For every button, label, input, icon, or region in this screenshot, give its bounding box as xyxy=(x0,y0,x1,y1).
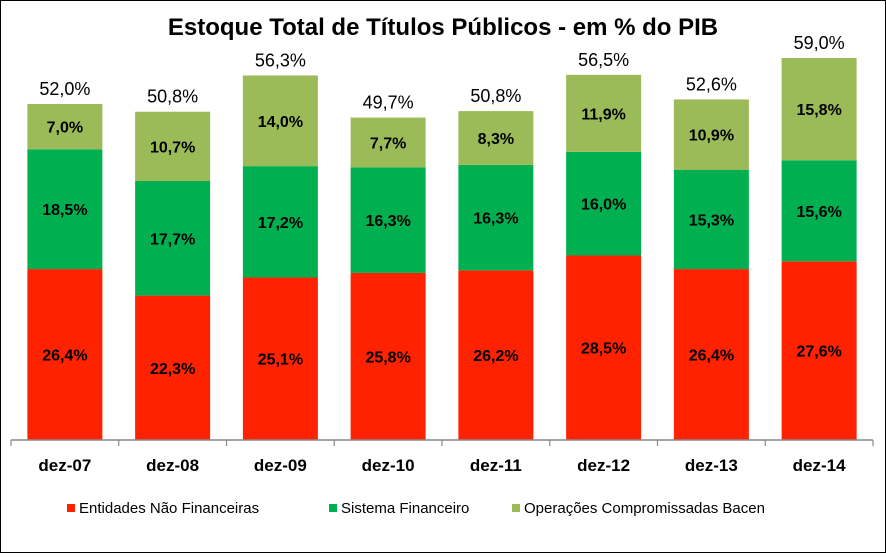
bar-dez-08-series-1 xyxy=(135,181,211,296)
data-label: 10,7% xyxy=(150,139,195,156)
legend-swatch xyxy=(329,504,337,512)
legend-swatch xyxy=(67,504,75,512)
x-tick-label: dez-11 xyxy=(470,456,522,475)
bar-dez-12-series-2 xyxy=(566,74,642,152)
bar-dez-14-series-0 xyxy=(781,261,857,440)
bar-dez-07-series-0 xyxy=(27,269,103,440)
data-label: 26,4% xyxy=(689,348,734,365)
bar-dez-07-series-2 xyxy=(27,103,103,150)
labels-group: 26,4% 18,5% 7,0% 52,0% 22,3% 17,7% 10,7% 50,8% 2… xyxy=(39,33,844,378)
data-label: 25,1% xyxy=(258,352,303,369)
legend-entry: Sistema Financeiro xyxy=(341,500,469,517)
data-label: 15,8% xyxy=(796,102,841,119)
bar-dez-14-series-2 xyxy=(781,58,857,161)
bar-dez-10-series-2 xyxy=(350,117,426,168)
data-label: 16,3% xyxy=(365,213,410,230)
total-label: 50,8% xyxy=(147,87,198,107)
data-label: 7,0% xyxy=(47,120,83,137)
x-axis-ticks: dez-07 dez-08 dez-09 dez-10 dez-11 dez-12 dez-… xyxy=(10,440,874,475)
x-tick-label: dez-14 xyxy=(793,456,846,475)
bar-dez-12-series-1 xyxy=(566,151,642,256)
total-label: 49,7% xyxy=(363,93,414,113)
bar-dez-07-series-1 xyxy=(27,149,103,270)
data-label: 11,9% xyxy=(581,106,625,123)
data-label: 14,0% xyxy=(258,114,303,131)
data-label: 25,8% xyxy=(365,349,410,366)
data-label: 15,6% xyxy=(796,204,841,221)
chart-title: Estoque Total de Títulos Públicos - em %… xyxy=(168,14,718,41)
data-label: 8,3% xyxy=(478,131,514,148)
x-tick-label: dez-10 xyxy=(362,456,415,475)
bar-dez-09-series-1 xyxy=(242,166,318,278)
data-label: 16,3% xyxy=(473,211,518,228)
legend-entry: Operações Compromissadas Bacen xyxy=(524,500,765,517)
data-label: 17,2% xyxy=(258,215,303,232)
legend-entry: Entidades Não Financeiras xyxy=(79,500,259,517)
total-label: 56,3% xyxy=(255,50,306,70)
bar-dez-10-series-0 xyxy=(350,272,426,440)
data-label: 26,4% xyxy=(42,348,87,365)
total-label: 59,0% xyxy=(794,33,845,53)
bar-dez-14-series-1 xyxy=(781,160,857,262)
data-label: 27,6% xyxy=(796,344,841,361)
x-tick-label: dez-09 xyxy=(254,456,307,475)
data-label: 7,7% xyxy=(370,135,406,152)
data-label: 10,9% xyxy=(689,128,734,145)
total-label: 56,5% xyxy=(578,50,629,70)
data-label: 22,3% xyxy=(150,361,195,378)
legend: Entidades Não Financeiras Sistema Finance… xyxy=(67,500,765,517)
bar-dez-09-series-2 xyxy=(242,75,318,167)
x-tick-label: dez-08 xyxy=(146,456,199,475)
x-tick-label: dez-13 xyxy=(685,456,738,475)
data-label: 15,3% xyxy=(689,213,734,230)
total-label: 52,6% xyxy=(686,74,737,94)
data-label: 26,2% xyxy=(473,348,518,365)
data-label: 16,0% xyxy=(581,197,626,214)
bar-dez-13-series-1 xyxy=(673,170,749,270)
bar-dez-08-series-0 xyxy=(135,295,211,440)
data-label: 17,7% xyxy=(150,231,195,248)
x-tick-label: dez-07 xyxy=(38,456,91,475)
bars-group xyxy=(27,58,857,440)
bar-dez-11-series-0 xyxy=(458,270,534,440)
data-label: 28,5% xyxy=(581,341,626,358)
bar-dez-08-series-2 xyxy=(135,111,211,182)
total-label: 52,0% xyxy=(39,79,90,99)
bar-dez-11-series-2 xyxy=(458,111,534,165)
bar-dez-13-series-2 xyxy=(673,99,749,171)
bar-dez-11-series-1 xyxy=(458,164,534,271)
bar-dez-09-series-0 xyxy=(242,277,318,440)
bar-dez-10-series-1 xyxy=(350,167,426,273)
legend-swatch xyxy=(512,504,520,512)
total-label: 50,8% xyxy=(470,86,521,106)
bar-dez-12-series-0 xyxy=(566,255,642,440)
bar-dez-13-series-0 xyxy=(673,269,749,440)
data-label: 18,5% xyxy=(42,202,87,219)
x-tick-label: dez-12 xyxy=(577,456,630,475)
